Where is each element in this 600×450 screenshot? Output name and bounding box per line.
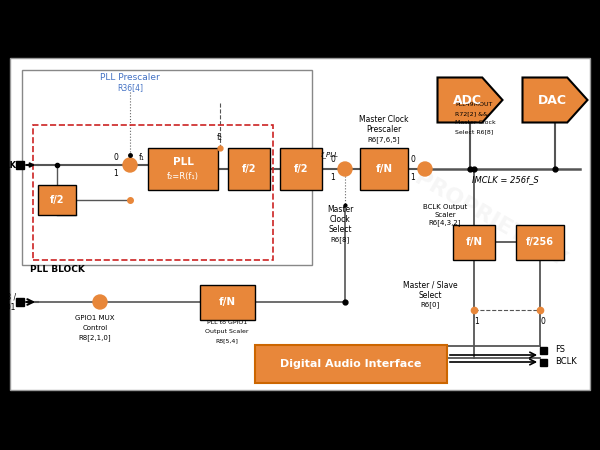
Text: Digital Audio Interface: Digital Audio Interface	[280, 359, 422, 369]
Text: 0: 0	[410, 156, 415, 165]
Text: R6[8]: R6[8]	[331, 237, 350, 243]
Text: Scaler: Scaler	[434, 212, 456, 218]
Text: 1: 1	[475, 318, 479, 327]
Text: 0: 0	[331, 156, 335, 165]
FancyBboxPatch shape	[516, 225, 564, 260]
Text: f/256: f/256	[526, 237, 554, 247]
Text: f₂: f₂	[217, 134, 223, 143]
Text: f/N: f/N	[376, 164, 392, 174]
Text: f/2: f/2	[50, 195, 64, 205]
Text: 1: 1	[410, 174, 415, 183]
Text: f₂=R(f₁): f₂=R(f₁)	[167, 171, 199, 180]
Text: Select: Select	[328, 225, 352, 234]
Text: f/2: f/2	[294, 164, 308, 174]
Text: Master / Slave: Master / Slave	[403, 280, 457, 289]
Text: GPIO1 MUX: GPIO1 MUX	[75, 315, 115, 321]
Text: 1: 1	[113, 168, 118, 177]
Text: PROPRIETARY: PROPRIETARY	[411, 168, 569, 271]
Circle shape	[338, 162, 352, 176]
Text: DAC: DAC	[538, 94, 566, 107]
Bar	[539, 346, 547, 354]
Text: f/N: f/N	[218, 297, 236, 307]
FancyBboxPatch shape	[360, 148, 408, 190]
Text: R72[2] &&: R72[2] &&	[455, 112, 488, 117]
Text: Select R6[8]: Select R6[8]	[455, 130, 493, 135]
Text: f₁: f₁	[139, 153, 145, 162]
Text: PLL: PLL	[173, 157, 193, 167]
Polygon shape	[437, 77, 503, 122]
FancyBboxPatch shape	[38, 185, 76, 215]
Text: Control: Control	[82, 325, 107, 331]
Text: f/N: f/N	[466, 237, 482, 247]
Text: Output Scaler: Output Scaler	[205, 329, 249, 334]
Text: 0: 0	[113, 153, 118, 162]
Text: R36[4]: R36[4]	[117, 84, 143, 93]
Text: f_PLL: f_PLL	[321, 152, 339, 158]
FancyBboxPatch shape	[0, 395, 600, 450]
Text: R8[2,1,0]: R8[2,1,0]	[79, 335, 112, 342]
FancyBboxPatch shape	[10, 58, 590, 390]
Text: Prescaler: Prescaler	[367, 126, 401, 135]
Text: 0: 0	[541, 318, 545, 327]
Text: Master Clock: Master Clock	[359, 116, 409, 125]
Text: BCLK: BCLK	[555, 357, 577, 366]
Text: IMCLK = 256f_S: IMCLK = 256f_S	[472, 176, 538, 184]
Text: R6[0]: R6[0]	[421, 302, 440, 308]
FancyBboxPatch shape	[453, 225, 495, 260]
FancyBboxPatch shape	[0, 0, 600, 55]
Bar	[16, 161, 24, 169]
Circle shape	[123, 158, 137, 172]
Text: f/2: f/2	[242, 164, 256, 174]
Bar	[16, 298, 24, 306]
Text: 1: 1	[331, 174, 335, 183]
FancyBboxPatch shape	[255, 345, 447, 383]
Text: CSB /
GPIO1: CSB / GPIO1	[0, 292, 16, 312]
Polygon shape	[523, 77, 587, 122]
Text: FS: FS	[555, 346, 565, 355]
Circle shape	[93, 295, 107, 309]
Text: PLL49MOUT: PLL49MOUT	[455, 103, 493, 108]
Text: PLL BLOCK: PLL BLOCK	[30, 266, 85, 274]
FancyBboxPatch shape	[228, 148, 270, 190]
Text: Clock: Clock	[329, 216, 350, 225]
Text: Select: Select	[418, 291, 442, 300]
Text: R6[4,3,2]: R6[4,3,2]	[429, 220, 461, 226]
Text: PLL Prescaler: PLL Prescaler	[100, 73, 160, 82]
Text: PLL to GPIO1: PLL to GPIO1	[207, 320, 247, 325]
Text: Master Clock: Master Clock	[455, 121, 496, 126]
Text: MCLK: MCLK	[0, 161, 16, 170]
Text: R6[7,6,5]: R6[7,6,5]	[368, 137, 400, 144]
Text: ADC: ADC	[452, 94, 482, 107]
Bar	[539, 359, 547, 365]
FancyBboxPatch shape	[280, 148, 322, 190]
FancyBboxPatch shape	[200, 285, 255, 320]
Text: R8[5,4]: R8[5,4]	[215, 338, 238, 343]
Text: BCLK Output: BCLK Output	[423, 204, 467, 210]
Circle shape	[418, 162, 432, 176]
Text: Master: Master	[327, 206, 353, 215]
FancyBboxPatch shape	[148, 148, 218, 190]
